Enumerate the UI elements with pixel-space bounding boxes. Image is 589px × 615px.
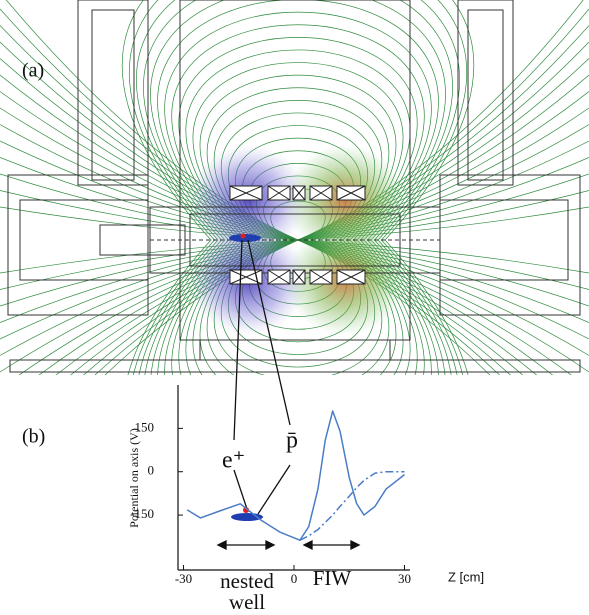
annotation: e⁺ [222,448,245,474]
potential-chart: 150 0 -150 -30 0 30 [130,385,411,586]
y-tick-label: 0 [148,463,155,478]
series-line [300,472,405,541]
range-arrows [218,541,359,549]
x-tick-label: 30 [398,571,411,586]
positron-cloud [241,234,246,239]
x-axis-label: Z [cm] [448,569,484,584]
x-tick-label: -30 [175,571,192,586]
annotation: well [229,590,265,614]
panel-label: (b) [22,426,45,448]
y-tick-label: 150 [135,419,155,434]
y-tick-label: -150 [130,506,154,521]
apparatus-drawing [0,0,589,543]
x-tick-label: 0 [291,571,298,586]
annotation: p̄ [286,428,298,454]
panel-label: (a) [22,60,44,82]
figure: (a) (b) e⁺ p̄ nested well FIW Z [cm] Pot… [0,0,589,615]
